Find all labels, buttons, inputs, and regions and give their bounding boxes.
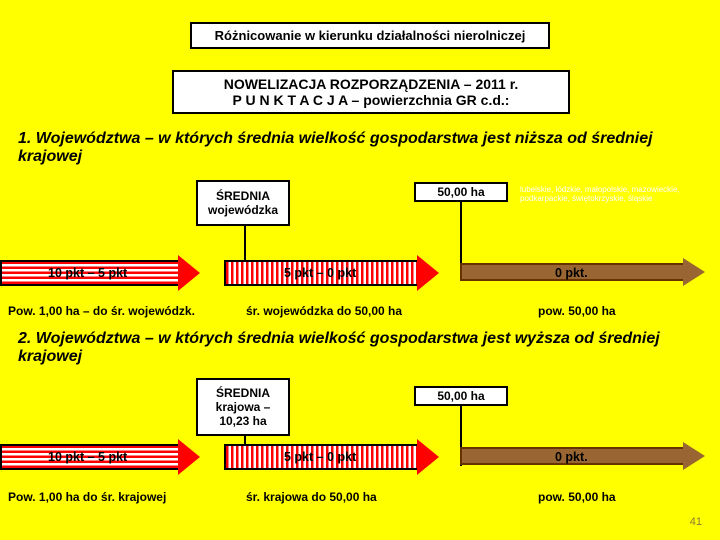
g1-anchor-50: 50,00 ha	[414, 182, 508, 202]
g2-anchor-50: 50,00 ha	[414, 386, 508, 406]
g2-a3-top: 0 pkt.	[555, 450, 588, 464]
g2-a3-bot: pow. 50,00 ha	[538, 490, 616, 504]
title-2: NOWELIZACJA ROZPORZĄDZENIA – 2011 r. P U…	[172, 70, 570, 114]
section-2: 2. Województwa – w których średnia wielk…	[18, 330, 702, 366]
g2-a1-bot: Pow. 1,00 ha do śr. krajowej	[8, 490, 166, 504]
title-2-line2: P U N K T A C J A – powierzchnia GR c.d.…	[180, 92, 562, 108]
g1-a2-top: 5 pkt – 0 pkt	[284, 266, 356, 280]
g1-a3-bot: pow. 50,00 ha	[538, 304, 616, 318]
g1-anchor-srednia: ŚREDNIA wojewódzka	[196, 180, 290, 226]
g2-a2-top: 5 pkt – 0 pkt	[284, 450, 356, 464]
g1-a3-top: 0 pkt.	[555, 266, 588, 280]
g2-anchor-50-txt: 50,00 ha	[437, 389, 484, 403]
page-number: 41	[690, 516, 702, 528]
title-2-line1: NOWELIZACJA ROZPORZĄDZENIA – 2011 r.	[180, 76, 562, 92]
section-1: 1. Województwa – w których średnia wielk…	[18, 130, 702, 166]
g1-anchor-50-txt: 50,00 ha	[437, 185, 484, 199]
g2-a2-bot: śr. krajowa do 50,00 ha	[246, 490, 377, 504]
g1-a1-bot: Pow. 1,00 ha – do śr. wojewódzk.	[8, 304, 195, 318]
g1-tick2	[460, 202, 462, 266]
g1-a2-bot: śr. wojewódzka do 50,00 ha	[246, 304, 402, 318]
g2-anchor-srednia: ŚREDNIA krajowa – 10,23 ha	[196, 378, 290, 436]
g2-a1-top: 10 pkt – 5 pkt	[48, 450, 127, 464]
title-1: Różnicowanie w kierunku działalności nie…	[190, 22, 550, 49]
g1-regions: lubelskie, łódzkie, małopolskie, mazowie…	[520, 186, 710, 204]
g1-a1-top: 10 pkt – 5 pkt	[48, 266, 127, 280]
